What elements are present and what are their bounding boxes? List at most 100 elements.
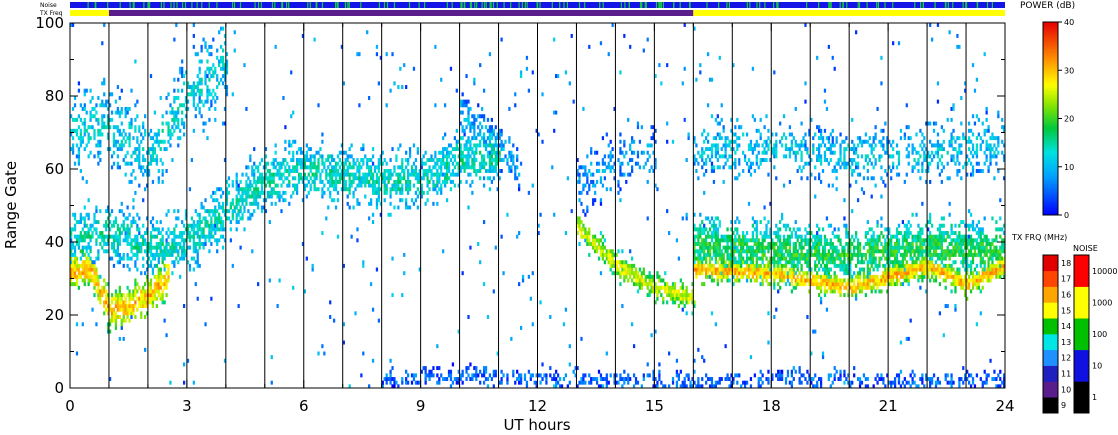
- heatmap-cell: [124, 238, 127, 243]
- heatmap-cell: [75, 282, 79, 287]
- heatmap-cell: [70, 260, 73, 265]
- heatmap-cell: [786, 242, 790, 246]
- heatmap-cell: [165, 96, 168, 100]
- heatmap-cell: [726, 263, 729, 268]
- heatmap-cell: [625, 260, 628, 265]
- heatmap-cell: [214, 70, 217, 75]
- heatmap-cell: [274, 172, 277, 177]
- heatmap-cell: [97, 274, 100, 279]
- heatmap-cell: [182, 256, 186, 261]
- heatmap-cell: [763, 252, 766, 257]
- heatmap-cell: [588, 227, 591, 232]
- heatmap-cell: [89, 136, 92, 141]
- heatmap-cell: [136, 252, 139, 257]
- heatmap-cell: [666, 209, 669, 214]
- heatmap-cell: [151, 267, 155, 272]
- heatmap-cell: [307, 172, 310, 177]
- heatmap-cell: [486, 128, 490, 133]
- heatmap-cell: [114, 296, 118, 301]
- heatmap-cell: [144, 347, 147, 352]
- heatmap-cell: [165, 238, 168, 243]
- heatmap-cell: [219, 223, 223, 228]
- heatmap-cell: [288, 201, 291, 206]
- heatmap-cell: [825, 274, 829, 279]
- heatmap-cell: [779, 242, 782, 246]
- heatmap-cell: [724, 249, 727, 254]
- heatmap-cell: [751, 216, 755, 221]
- heatmap-cell: [728, 154, 731, 159]
- heatmap-cell: [584, 227, 587, 232]
- heatmap-cell: [747, 274, 751, 279]
- heatmap-cell: [775, 147, 778, 152]
- heatmap-cell: [163, 318, 166, 323]
- heatmap-cell: [584, 373, 587, 378]
- heatmap-cell: [389, 373, 392, 378]
- heatmap-cell: [706, 242, 710, 246]
- heatmap-cell: [755, 139, 758, 144]
- heatmap-cell: [447, 369, 451, 374]
- heatmap-cell: [829, 373, 832, 378]
- noise-bar-fleck: [521, 2, 523, 8]
- heatmap-cell: [582, 187, 585, 192]
- heatmap-cell: [126, 234, 129, 239]
- heatmap-cell: [237, 201, 240, 206]
- noise-bar-fleck: [424, 2, 426, 8]
- heatmap-cell: [767, 369, 770, 374]
- heatmap-cell: [827, 278, 830, 283]
- heatmap-cell: [798, 165, 801, 170]
- heatmap-cell: [525, 55, 529, 60]
- heatmap-cell: [414, 165, 418, 170]
- heatmap-cell: [784, 238, 788, 243]
- heatmap-cell: [87, 274, 90, 279]
- heatmap-cell: [177, 96, 180, 100]
- heatmap-cell: [724, 154, 727, 159]
- heatmap-cell: [149, 128, 153, 133]
- heatmap-cell: [494, 373, 497, 378]
- heatmap-cell: [578, 198, 581, 203]
- heatmap-cell: [716, 271, 719, 276]
- heatmap-cell: [188, 187, 192, 192]
- heatmap-cell: [77, 147, 81, 152]
- heatmap-cell: [305, 150, 308, 155]
- heatmap-cell: [734, 158, 737, 162]
- heatmap-cell: [130, 238, 133, 243]
- heatmap-cell: [371, 307, 375, 312]
- heatmap-cell: [652, 278, 655, 283]
- heatmap-cell: [436, 380, 439, 385]
- heatmap-cell: [89, 278, 92, 283]
- heatmap-cell: [827, 223, 830, 228]
- heatmap-cell: [153, 110, 157, 115]
- heatmap-cell: [806, 176, 809, 181]
- heatmap-cell: [145, 267, 149, 272]
- heatmap-cell: [83, 121, 86, 126]
- heatmap-cell: [118, 147, 121, 152]
- heatmap-cell: [223, 158, 227, 162]
- heatmap-cell: [424, 369, 427, 374]
- heatmap-cell: [397, 85, 400, 89]
- heatmap-cell: [278, 165, 281, 170]
- heatmap-cell: [356, 227, 359, 232]
- heatmap-cell: [488, 132, 492, 137]
- heatmap-cell: [712, 136, 716, 141]
- heatmap-cell: [802, 238, 805, 243]
- heatmap-cell: [276, 183, 279, 188]
- heatmap-cell: [219, 227, 223, 232]
- heatmap-cell: [418, 190, 421, 195]
- heatmap-cell: [331, 172, 334, 177]
- heatmap-cell: [730, 263, 733, 268]
- heatmap-cell: [408, 205, 412, 210]
- heatmap-cell: [381, 176, 384, 181]
- heatmap-cell: [796, 150, 799, 155]
- heatmap-cell: [831, 231, 834, 235]
- heatmap-cell: [677, 377, 680, 381]
- heatmap-cell: [699, 242, 702, 246]
- heatmap-cell: [260, 190, 264, 195]
- heatmap-cell: [167, 249, 170, 254]
- heatmap-cell: [278, 161, 281, 166]
- heatmap-cell: [779, 369, 782, 374]
- heatmap-cell: [214, 227, 217, 232]
- heatmap-cell: [457, 169, 460, 173]
- heatmap-cell: [467, 154, 470, 159]
- heatmap-cell: [385, 161, 388, 166]
- heatmap-cell: [243, 227, 246, 232]
